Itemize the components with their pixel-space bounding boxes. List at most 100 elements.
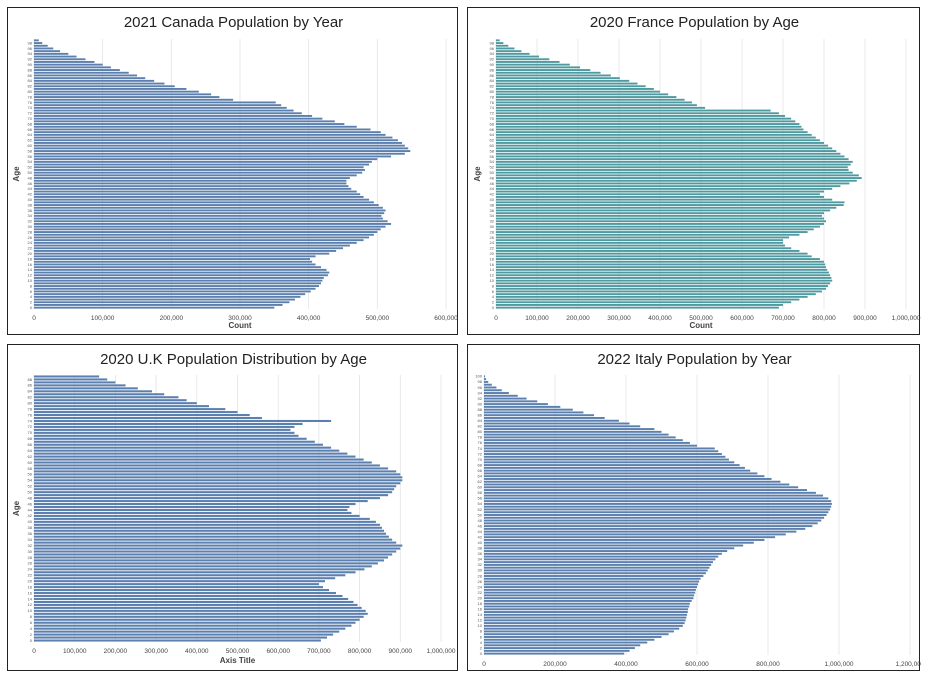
bar-age-36 xyxy=(496,209,831,212)
bar-age-3 xyxy=(34,630,340,633)
bar-age-49 xyxy=(34,174,357,177)
chart-panel-uk: 2020 U.K Population Distribution by Age 0… xyxy=(7,344,458,671)
y-tick-label: 76 xyxy=(28,412,33,417)
y-tick-label: 54 xyxy=(28,159,33,164)
bar-age-80 xyxy=(484,430,662,433)
y-tick-label: 66 xyxy=(478,468,483,473)
bar-age-27 xyxy=(496,233,800,236)
bar-age-29 xyxy=(496,228,814,231)
bar-age-75 xyxy=(496,104,697,107)
y-tick-label: 56 xyxy=(478,496,483,501)
y-tick-label: 14 xyxy=(28,267,33,272)
bar-age-9 xyxy=(484,627,680,630)
bar-age-63 xyxy=(496,136,816,139)
y-tick-label: 40 xyxy=(490,197,495,202)
bar-age-67 xyxy=(484,466,745,469)
bar-age-62 xyxy=(34,455,356,458)
y-tick-label: 8 xyxy=(492,283,495,288)
y-tick-label: 12 xyxy=(28,602,33,607)
bar-age-21 xyxy=(496,250,800,252)
y-tick-label: 64 xyxy=(490,132,495,137)
bar-age-54 xyxy=(34,160,372,163)
bar-age-71 xyxy=(34,115,313,117)
y-tick-label: 10 xyxy=(478,623,483,628)
bar-age-89 xyxy=(34,66,111,69)
bar-age-81 xyxy=(484,428,655,431)
bar-age-48 xyxy=(34,497,380,500)
bar-age-72 xyxy=(34,112,302,115)
y-tick-label: 64 xyxy=(28,132,33,137)
bar-age-92 xyxy=(496,58,550,61)
y-tick-label: 88 xyxy=(478,407,483,412)
bar-age-53 xyxy=(484,505,832,508)
bar-age-71 xyxy=(34,428,291,431)
y-tick-label: 4 xyxy=(480,640,483,645)
bar-age-33 xyxy=(484,561,713,564)
bar-age-59 xyxy=(496,147,833,150)
bar-age-25 xyxy=(484,583,699,586)
bar-age-80 xyxy=(496,90,660,93)
y-tick-label: 12 xyxy=(28,273,33,278)
bar-age-50 xyxy=(34,171,363,174)
y-tick-label: 92 xyxy=(478,396,483,401)
bar-age-18 xyxy=(34,586,323,589)
x-tick-label: 500,000 xyxy=(226,648,250,655)
y-tick-label: 50 xyxy=(490,170,495,175)
y-tick-label: 82 xyxy=(490,84,495,89)
y-tick-label: 38 xyxy=(28,202,33,207)
y-tick-label: 6 xyxy=(480,634,483,639)
bar-age-82 xyxy=(34,85,175,88)
bar-age-64 xyxy=(34,133,386,136)
bar-age-73 xyxy=(484,450,719,453)
bar-age-70 xyxy=(484,458,729,461)
bar-age-13 xyxy=(34,600,354,603)
x-tick-label: 200,000 xyxy=(104,648,128,655)
bar-age-17 xyxy=(484,605,690,608)
bar-age-15 xyxy=(484,611,688,613)
y-tick-label: 40 xyxy=(28,197,33,202)
bar-age-52 xyxy=(34,485,397,488)
bar-age-66 xyxy=(34,128,371,131)
bar-age-95 xyxy=(34,50,61,53)
bar-age-56 xyxy=(484,497,829,500)
y-tick-label: 72 xyxy=(478,451,483,456)
y-tick-label: 36 xyxy=(490,208,495,213)
y-tick-label: 62 xyxy=(28,454,33,459)
bar-age-72 xyxy=(496,112,779,115)
y-tick-label: 22 xyxy=(28,246,33,251)
bar-age-35 xyxy=(34,535,389,538)
bar-age-11 xyxy=(484,622,685,625)
y-tick-label: 14 xyxy=(28,596,33,601)
y-tick-label: 56 xyxy=(490,154,495,159)
bar-age-68 xyxy=(496,123,800,125)
y-tick-label: 46 xyxy=(478,523,483,528)
bar-age-83 xyxy=(34,82,165,85)
bar-age-40 xyxy=(34,520,376,523)
bar-age-31 xyxy=(496,223,824,225)
y-tick-label: 96 xyxy=(490,46,495,51)
bar-age-88 xyxy=(34,69,120,71)
bar-age-25 xyxy=(34,565,372,568)
y-tick-label: 46 xyxy=(28,501,33,506)
bar-age-46 xyxy=(496,182,850,185)
bar-age-82 xyxy=(496,85,646,88)
y-tick-label: 12 xyxy=(478,618,483,623)
x-tick-label: 500,000 xyxy=(366,315,390,322)
bar-age-85 xyxy=(496,77,620,80)
bar-age-54 xyxy=(34,479,403,482)
bar-age-19 xyxy=(34,583,319,586)
y-tick-label: 16 xyxy=(28,262,33,267)
bar-age-47 xyxy=(34,500,368,503)
y-axis-label: Age xyxy=(12,500,21,516)
bar-age-35 xyxy=(34,212,385,215)
bar-age-74 xyxy=(34,419,332,423)
x-tick-label: 300,000 xyxy=(144,648,168,655)
bar-age-48 xyxy=(484,519,822,522)
y-tick-label: 76 xyxy=(28,100,33,105)
y-tick-label: 0 xyxy=(480,651,483,656)
y-tick-label: 88 xyxy=(28,377,33,382)
bar-age-98 xyxy=(34,42,43,44)
bar-age-19 xyxy=(484,599,692,602)
bar-age-28 xyxy=(34,556,389,559)
bar-age-94 xyxy=(34,52,69,55)
